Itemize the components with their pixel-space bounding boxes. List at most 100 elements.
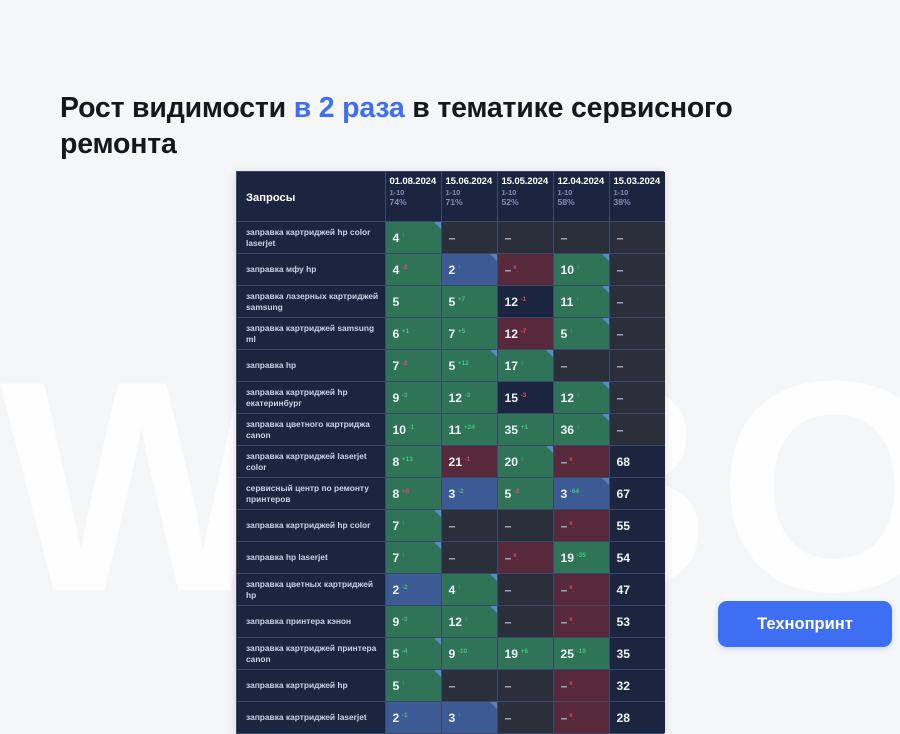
rank-cell: 9 -3 [385,605,442,638]
rank-value: -- [448,518,456,533]
column-header-date-3[interactable]: 15.05.2024 1-10 52% [497,172,554,222]
rank-value: -- [560,518,568,533]
rank-value: 68 [616,454,631,469]
rank-value: 25 [560,646,575,661]
rank-value: 11 [560,294,574,309]
column-percent: 38% [613,197,631,207]
rank-delta: -10 [457,647,468,655]
rank-value: 17 [504,358,519,373]
rank-delta: -35 [576,551,586,559]
rank-cell: 12 ↑ [441,605,498,638]
rank-value: 7 [392,358,400,373]
column-header-date-4[interactable]: 12.04.2024 1-10 58% [553,172,610,222]
rank-cell: -- [497,573,554,606]
headline-part-2: в тематике сервисного ремонта [60,92,733,160]
table-row[interactable]: заправка цветных картриджей hp 2 -2 4 ↑ -- -- x… [237,573,665,606]
rank-value: -- [504,518,512,533]
rank-value: 5 [392,678,400,693]
brand-button-technoprint[interactable]: Технопринт [718,601,892,647]
table-row[interactable]: заправка цветного картриджа canon 10 -1 11 +… [237,413,665,446]
rank-cell: -- [609,349,665,382]
rank-value: 12 [448,390,463,405]
table-row[interactable]: заправка картриджей hp color laserjet 4 ↑ -… [237,221,665,254]
rank-delta: +12 [457,359,469,367]
rank-delta: ↑ [464,615,468,623]
rank-delta: x [513,551,517,559]
queries-label: Запросы [246,191,296,204]
rank-value: 8 [392,454,400,469]
column-percent: 74% [389,197,407,207]
table-row[interactable]: заправка мфу hp 4 -2 2 ↑ -- x 10 ↑ -- [237,253,665,286]
rank-delta: -4 [401,647,408,655]
rank-cell: 54 [609,541,665,574]
rank-delta: -2 [401,263,408,271]
table-row[interactable]: заправка картриджей hp 5 ↑ -- -- -- x 32 [237,669,665,702]
rank-delta: ↑ [401,679,405,687]
column-header-date-5[interactable]: 15.03.2024 1-10 38% [609,172,665,222]
rank-value: 5 [392,294,400,309]
rank-value: 35 [504,422,519,437]
rank-delta: ↑ [401,551,405,559]
rank-delta: -2 [513,487,520,495]
rank-delta: ↑ [576,391,580,399]
column-header-queries[interactable]: Запросы [237,172,386,222]
rank-cell: -- [497,669,554,702]
rank-cell: -- x [553,701,610,733]
rank-cell: 11 +24 [441,413,498,446]
rank-value: 4 [392,230,400,245]
rank-cell: 5 -4 [385,637,442,670]
column-header-date-1[interactable]: 01.08.2024 1-10 74% [385,172,442,222]
table-row[interactable]: заправка картриджей hp color 7 ↑ -- -- -- x 55 [237,509,665,542]
table-row[interactable]: заправка hp 7 -2 5 +12 17 ↑ -- -- [237,349,665,382]
rank-cell: 19 +6 [497,637,554,670]
table-row[interactable]: заправка картриджей принтера canon 5 -4 9 -1… [237,637,665,670]
headline-accent: в 2 раза [293,92,405,125]
table-row[interactable]: заправка картриджей laserjet color 8 +13 21… [237,445,665,478]
rank-delta: ↑ [520,455,524,463]
rank-value: -- [448,230,456,245]
query-cell: заправка картриджей laserjet color [237,445,386,478]
rank-cell: -- [609,221,665,254]
column-header-date-2[interactable]: 15.06.2024 1-10 71% [441,172,498,222]
rank-delta: -1 [520,295,527,303]
rank-delta: x [569,519,573,527]
table-row[interactable]: заправка картриджей laserjet 2 -1 3 ↑ -- -- x 28 [237,701,665,733]
rank-delta: -2 [401,583,408,591]
rank-value: -- [616,294,624,309]
rank-cell: -- [497,509,554,542]
rank-delta: ↑ [457,711,461,719]
rank-delta: -3 [401,615,408,623]
rank-value: 5 [448,294,456,309]
rank-cell: 47 [609,573,665,606]
table-row[interactable]: заправка картриджей samsung ml 6 +1 7 +5 12 -7… [237,317,665,350]
rank-cell: 25 -10 [553,637,610,670]
table-row[interactable]: заправка лазерных картриджей samsung 5 5 +7… [237,285,665,318]
table-row[interactable]: заправка hp laserjet 7 ↑ -- -- x 19 -35 54 [237,541,665,574]
table-body: заправка картриджей hp color laserjet 4 ↑ -… [237,221,665,733]
table-row[interactable]: сервисный центр по ремонту принтеров 8 +5 3… [237,477,665,510]
rank-value: -- [616,326,624,341]
rank-cell: 9 -3 [385,381,442,414]
rank-cell: 12 -1 [497,285,554,318]
rank-cell: 6 +1 [385,317,442,350]
rank-cell: 5 -2 [497,477,554,510]
rank-value: 3 [560,486,568,501]
query-cell: заправка цветных картриджей hp [237,573,386,606]
column-range: 1-10 [389,188,405,197]
rank-value: -- [560,614,568,629]
table-row[interactable]: заправка картриджей hp екатеринбург 9 -3 12… [237,381,665,414]
rank-cell: 3 -2 [441,477,498,510]
rank-cell: 7 +5 [441,317,498,350]
rank-cell: 21 -1 [441,445,498,478]
rank-value: 32 [616,678,631,693]
table-header-row: Запросы 01.08.2024 1-10 74% 15.06.2024 1-10 7… [237,172,665,222]
rank-value: 55 [616,518,631,533]
table-row[interactable]: заправка принтера кэнон 9 -3 12 ↑ -- -- x 53 [237,605,665,638]
rank-delta: -1 [401,711,408,719]
rank-cell: 55 [609,509,665,542]
rank-delta: +5 [401,487,410,495]
rank-cell: 3 -64 [553,477,610,510]
query-cell: заправка картриджей samsung ml [237,317,386,350]
rank-cell: 35 [609,637,665,670]
rank-cell: 28 [609,701,665,733]
